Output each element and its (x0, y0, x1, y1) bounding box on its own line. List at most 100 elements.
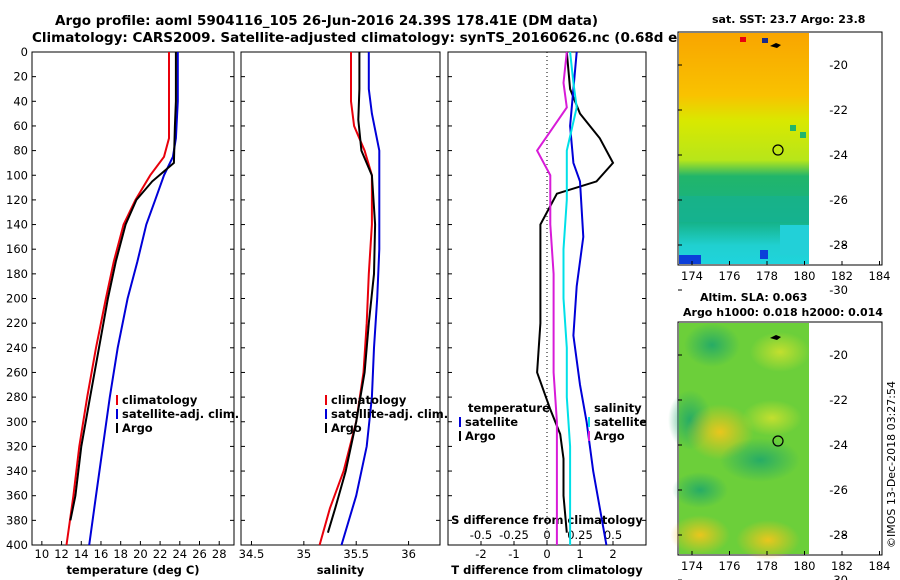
x-axis-label: temperature (deg C) (66, 563, 199, 577)
depth-tick-label: 0 (21, 45, 28, 59)
map-x-tick-label: 180 (794, 269, 816, 283)
panel-frame (240, 51, 441, 546)
legend-label: satellite (465, 415, 518, 429)
depth-tick-label: 260 (6, 365, 28, 379)
x-tick-label: 10 (35, 547, 50, 561)
s-tick-label: 0 (543, 528, 550, 542)
x-tick-label: 14 (74, 547, 89, 561)
map-y-tick-label: -24 (829, 438, 848, 452)
x-tick-label: 22 (153, 547, 168, 561)
depth-tick-label: 380 (6, 513, 28, 527)
x-tick-label: 20 (133, 547, 148, 561)
legend-label: satellite-adj. clim. (122, 407, 239, 421)
map-x-tick-label: 176 (719, 559, 741, 573)
series-line-argo (69, 52, 177, 521)
legend-label: satellite-adj. clim. (331, 407, 448, 421)
depth-tick-label: 240 (6, 341, 28, 355)
profile-panel-1: 10 12 14 16 18 20 22 24 26 28 temperature (deg C) c… (31, 51, 239, 577)
series-line-salinity-satellite (562, 51, 578, 545)
series-line-climatology (318, 52, 373, 546)
depth-tick-label: 280 (6, 390, 28, 404)
depth-tick-label: 200 (6, 292, 28, 306)
title-line-2: Climatology: CARS2009. Satellite-adjuste… (32, 30, 724, 46)
depth-tick-label: 120 (6, 193, 28, 207)
x-tick-label: 28 (212, 547, 227, 561)
x-tick-label: 1 (576, 547, 583, 561)
map-x-tick-label: 174 (681, 269, 703, 283)
legend-label: Argo (594, 429, 625, 443)
sst-cold-patch (679, 255, 701, 264)
depth-tick-label: 300 (6, 415, 28, 429)
x-axis-label: salinity (317, 563, 365, 577)
map-x-tick-label: 182 (831, 559, 853, 573)
sla-map-title-2: Argo h1000: 0.018 h2000: 0.014 (683, 306, 883, 319)
legend-label: satellite (594, 415, 647, 429)
map-y-tick-label: -26 (829, 483, 848, 497)
sla-map-title-1: Altim. SLA: 0.063 (700, 291, 807, 304)
map-x-tick-label: 176 (719, 269, 741, 283)
s-tick-label: -0.25 (499, 528, 529, 542)
legend-label: Argo (122, 421, 153, 435)
series-line-temperature-satellite (569, 51, 608, 546)
series-line-satellite-adj-clim- (340, 52, 381, 546)
depth-tick-label: 360 (6, 489, 28, 503)
map-x-tick-label: 184 (869, 269, 891, 283)
depth-axis: 0 20 40 60 80 100 120 140 160 180 200 220 240 260 280 3… (6, 45, 28, 552)
map-y-tick-label: -30 (829, 283, 848, 297)
profile-panel-3: -2 -1 0 1 2 T difference from climatology -0.5… (447, 51, 647, 577)
argo-position-marker-sla (772, 435, 784, 447)
x-tick-label: 26 (192, 547, 207, 561)
x-tick-label: 16 (94, 547, 109, 561)
profile-panel-2: 34.5 35 35.5 36 salinity climatologysatellite… (239, 51, 448, 577)
island-shape (770, 43, 781, 48)
x-tick-label: 36 (401, 547, 416, 561)
x-axis-label: T difference from climatology (451, 563, 643, 577)
depth-tick-label: 60 (13, 119, 28, 133)
map-y-tick-label: -28 (829, 528, 848, 542)
map-y-tick-label: -24 (829, 148, 848, 162)
legend-title-salinity: salinity (594, 401, 642, 415)
title-line-1: Argo profile: aoml 5904116_105 26-Jun-20… (55, 13, 598, 29)
series-line-salinity-argo (535, 51, 568, 545)
depth-tick-label: 100 (6, 168, 28, 182)
legend-title-temperature: temperature (468, 401, 550, 415)
x-tick-label: 2 (609, 547, 616, 561)
map-y-tick-label: -28 (829, 238, 848, 252)
map-x-tick-label: 178 (756, 559, 778, 573)
map-y-tick-label: -22 (829, 393, 848, 407)
series-line-argo (326, 52, 377, 533)
depth-tick-label: 320 (6, 439, 28, 453)
x-tick-label: 34.5 (239, 547, 265, 561)
depth-tick-label: 140 (6, 218, 28, 232)
x-tick-label: 35 (297, 547, 312, 561)
series-line-temperature-argo (536, 51, 615, 533)
x-tick-label: 35.5 (343, 547, 369, 561)
depth-tick-label: 160 (6, 242, 28, 256)
x-tick-label: 24 (172, 547, 187, 561)
map-y-tick-label: -26 (829, 193, 848, 207)
legend-label: climatology (122, 393, 198, 407)
s-tick-label: 0.5 (604, 528, 622, 542)
depth-tick-label: 340 (6, 464, 28, 478)
sla-map: Altim. SLA: 0.063 Argo h1000: 0.018 h200… (668, 291, 890, 580)
legend-label: climatology (331, 393, 407, 407)
argo-position-marker (772, 144, 784, 156)
legend-label: Argo (331, 421, 362, 435)
sst-map-title: sat. SST: 23.7 Argo: 23.8 (712, 13, 865, 26)
x-tick-label: -2 (475, 547, 486, 561)
map-x-tick-label: 178 (756, 269, 778, 283)
legend-label: Argo (465, 429, 496, 443)
map-y-tick-label: -20 (829, 348, 848, 362)
map-y-tick-label: -22 (829, 103, 848, 117)
x-tick-label: 12 (54, 547, 69, 561)
panel-frame (447, 51, 647, 546)
x-tick-label: 18 (113, 547, 128, 561)
depth-tick-label: 220 (6, 316, 28, 330)
sst-map: sat. SST: 23.7 Argo: 23.8 174 176 178 180 18… (677, 13, 891, 297)
series-line-satellite-adj-clim- (88, 52, 179, 546)
depth-tick-label: 400 (6, 538, 28, 552)
s-axis-label: S difference from climatology (451, 513, 643, 527)
x-tick-label: -1 (508, 547, 519, 561)
map-x-tick-label: 174 (681, 559, 703, 573)
